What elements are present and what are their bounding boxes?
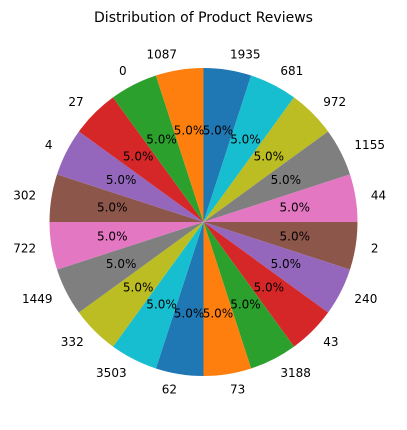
percent-label: 5.0% <box>123 150 154 164</box>
slice-label: 240 <box>354 292 377 306</box>
slice-label: 1155 <box>354 138 385 152</box>
slice-label: 73 <box>230 382 245 396</box>
percent-label: 5.0% <box>254 280 285 294</box>
percent-labels: 5.0%5.0%5.0%5.0%5.0%5.0%5.0%5.0%5.0%5.0%… <box>97 124 310 321</box>
pie-slice-681 <box>203 75 295 223</box>
percent-label: 5.0% <box>271 257 302 271</box>
slice-label: 27 <box>68 95 83 109</box>
chart-title: Distribution of Product Reviews <box>94 10 313 26</box>
slice-label: 2 <box>371 242 379 256</box>
slice-label: 62 <box>162 382 177 396</box>
percent-label: 5.0% <box>106 257 137 271</box>
slice-label: 1087 <box>146 48 177 62</box>
percent-label: 5.0% <box>230 297 261 311</box>
pie-slice-302 <box>49 174 204 222</box>
slice-labels: 1935 681 972 1155 44 2 240 43 3188 73 62 3503 332 144… <box>13 48 386 397</box>
slice-label: 4 <box>45 138 53 152</box>
percent-label: 5.0% <box>230 133 261 147</box>
percent-label: 5.0% <box>280 201 311 215</box>
pie-slice-0 <box>112 75 204 223</box>
slice-label: 332 <box>61 335 84 349</box>
pie-slice-332 <box>78 222 204 347</box>
percent-label: 5.0% <box>203 124 234 138</box>
percent-label: 5.0% <box>106 173 137 187</box>
pie-slice-27 <box>78 97 204 222</box>
pie-slice-62 <box>155 222 204 376</box>
slice-label: 44 <box>371 189 386 203</box>
slice-label: 1935 <box>230 48 261 62</box>
pie-slice-2 <box>203 222 358 270</box>
pie-slice-4 <box>57 131 204 222</box>
pie-slices <box>49 68 358 376</box>
pie-slice-73 <box>203 222 252 376</box>
percent-label: 5.0% <box>146 133 177 147</box>
slice-label: 972 <box>323 95 346 109</box>
percent-label: 5.0% <box>203 306 234 320</box>
pie-slice-1087 <box>155 68 204 222</box>
pie-slice-1935 <box>203 68 252 222</box>
pie-slice-240 <box>203 222 350 313</box>
slice-label: 0 <box>119 64 127 78</box>
pie-slice-1449 <box>57 222 204 313</box>
pie-slice-972 <box>203 97 329 222</box>
slice-label: 3503 <box>96 366 127 380</box>
percent-label: 5.0% <box>146 297 177 311</box>
percent-label: 5.0% <box>174 306 205 320</box>
pie-slice-44 <box>203 174 358 222</box>
percent-label: 5.0% <box>123 280 154 294</box>
percent-label: 5.0% <box>280 229 311 243</box>
percent-label: 5.0% <box>97 229 128 243</box>
slice-label: 302 <box>13 189 36 203</box>
pie-slice-722 <box>49 222 204 270</box>
pie-slice-43 <box>203 222 329 347</box>
slice-label: 1449 <box>22 292 53 306</box>
slice-label: 722 <box>13 242 36 256</box>
percent-label: 5.0% <box>254 150 285 164</box>
slice-label: 3188 <box>280 366 311 380</box>
slice-label: 43 <box>323 335 338 349</box>
pie-slice-1155 <box>203 131 350 222</box>
percent-label: 5.0% <box>97 201 128 215</box>
slice-label: 681 <box>280 64 303 78</box>
pie-slice-3503 <box>112 222 204 369</box>
pie-slice-3188 <box>203 222 295 369</box>
percent-label: 5.0% <box>174 124 205 138</box>
percent-label: 5.0% <box>271 173 302 187</box>
